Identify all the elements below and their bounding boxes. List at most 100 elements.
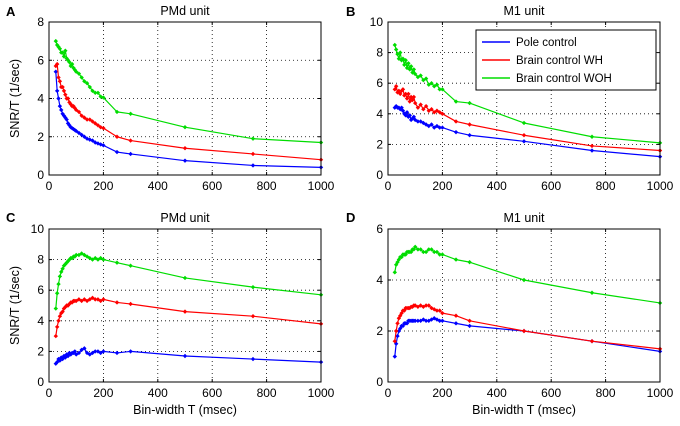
- data-point: [453, 119, 459, 124]
- data-point: [95, 257, 101, 262]
- x-tick-label: 0: [46, 179, 53, 193]
- panel-letter: D: [346, 210, 355, 225]
- data-point: [392, 339, 397, 344]
- chart-title: M1 unit: [504, 211, 546, 225]
- data-point: [182, 275, 188, 281]
- data-point: [56, 96, 61, 101]
- data-point: [69, 61, 75, 67]
- data-point: [426, 303, 431, 308]
- data-point: [413, 71, 418, 77]
- data-point: [406, 91, 411, 97]
- data-point: [467, 133, 472, 138]
- data-point: [79, 75, 84, 80]
- data-point: [398, 50, 403, 55]
- data-point: [72, 254, 78, 259]
- x-tick-label: 200: [93, 179, 113, 193]
- x-tick-label: 0: [46, 386, 53, 400]
- data-point: [434, 249, 440, 255]
- data-point: [434, 308, 440, 313]
- data-point: [406, 61, 411, 66]
- x-axis-label: Bin-width T (msec): [472, 403, 576, 417]
- data-point: [101, 349, 106, 354]
- y-tick-label: 6: [37, 53, 44, 67]
- y-tick-label: 8: [376, 46, 383, 60]
- x-tick-label: 600: [202, 179, 222, 193]
- data-point: [429, 81, 434, 86]
- data-point: [393, 328, 399, 334]
- data-point: [101, 143, 106, 148]
- axes-box: [387, 228, 661, 383]
- data-point: [429, 107, 434, 112]
- data-point: [53, 63, 58, 69]
- x-tick-label: 400: [148, 179, 168, 193]
- data-point: [95, 123, 101, 128]
- x-axis-label: Bin-width T (msec): [133, 403, 237, 417]
- data-point: [393, 47, 399, 52]
- data-point: [589, 290, 595, 295]
- data-point: [82, 346, 87, 351]
- x-tick-label: 1000: [308, 179, 335, 193]
- data-point: [404, 110, 410, 115]
- y-tick-label: 2: [376, 137, 383, 151]
- data-point: [423, 318, 429, 323]
- data-point: [61, 306, 67, 311]
- data-point: [437, 125, 442, 130]
- data-point: [101, 297, 106, 302]
- data-point: [182, 309, 188, 314]
- data-point: [128, 349, 133, 354]
- data-point: [114, 260, 120, 265]
- x-tick-label: 800: [257, 179, 277, 193]
- data-point: [90, 138, 95, 143]
- data-point: [589, 339, 595, 344]
- data-point: [76, 350, 82, 356]
- data-point: [74, 107, 79, 113]
- data-point: [423, 249, 429, 255]
- data-point: [90, 119, 95, 124]
- data-point: [53, 333, 58, 339]
- data-point: [93, 297, 98, 302]
- data-point: [413, 318, 418, 323]
- data-point: [72, 127, 78, 133]
- data-point: [423, 303, 429, 308]
- data-point: [76, 130, 82, 136]
- data-point: [54, 61, 60, 67]
- x-tick-label: 400: [148, 386, 168, 400]
- data-point: [437, 110, 442, 115]
- y-axis-label: SNR/T (1/sec): [8, 59, 22, 138]
- data-point: [467, 323, 472, 329]
- data-point: [399, 105, 404, 110]
- data-point: [434, 82, 440, 87]
- data-point: [57, 103, 63, 109]
- data-point: [440, 252, 445, 257]
- data-point: [101, 125, 106, 131]
- data-point: [98, 124, 103, 130]
- data-point: [521, 277, 527, 283]
- data-point: [411, 67, 417, 72]
- y-tick-label: 0: [37, 168, 44, 182]
- data-point: [437, 87, 442, 92]
- chart-panel-b: 0 200 400 600 800 1000 0 2 4 6 8 10 M1 unit B Pole con…: [346, 4, 674, 193]
- data-point: [53, 69, 58, 74]
- x-tick-label: 400: [487, 386, 507, 400]
- data-point: [65, 96, 71, 101]
- data-point: [393, 84, 399, 89]
- x-tick-label: 600: [541, 386, 561, 400]
- data-point: [82, 115, 87, 120]
- data-point: [411, 114, 417, 120]
- data-point: [429, 247, 434, 252]
- data-point: [128, 138, 133, 143]
- data-point: [521, 120, 527, 126]
- data-point: [54, 88, 60, 94]
- data-point: [426, 247, 431, 252]
- data-point: [411, 94, 417, 100]
- data-point: [61, 88, 67, 94]
- data-point: [392, 87, 397, 92]
- data-point: [59, 107, 64, 113]
- data-point: [400, 108, 406, 113]
- data-point: [128, 301, 133, 307]
- data-point: [84, 117, 90, 122]
- y-tick-label: 2: [37, 130, 44, 144]
- data-point: [421, 249, 426, 255]
